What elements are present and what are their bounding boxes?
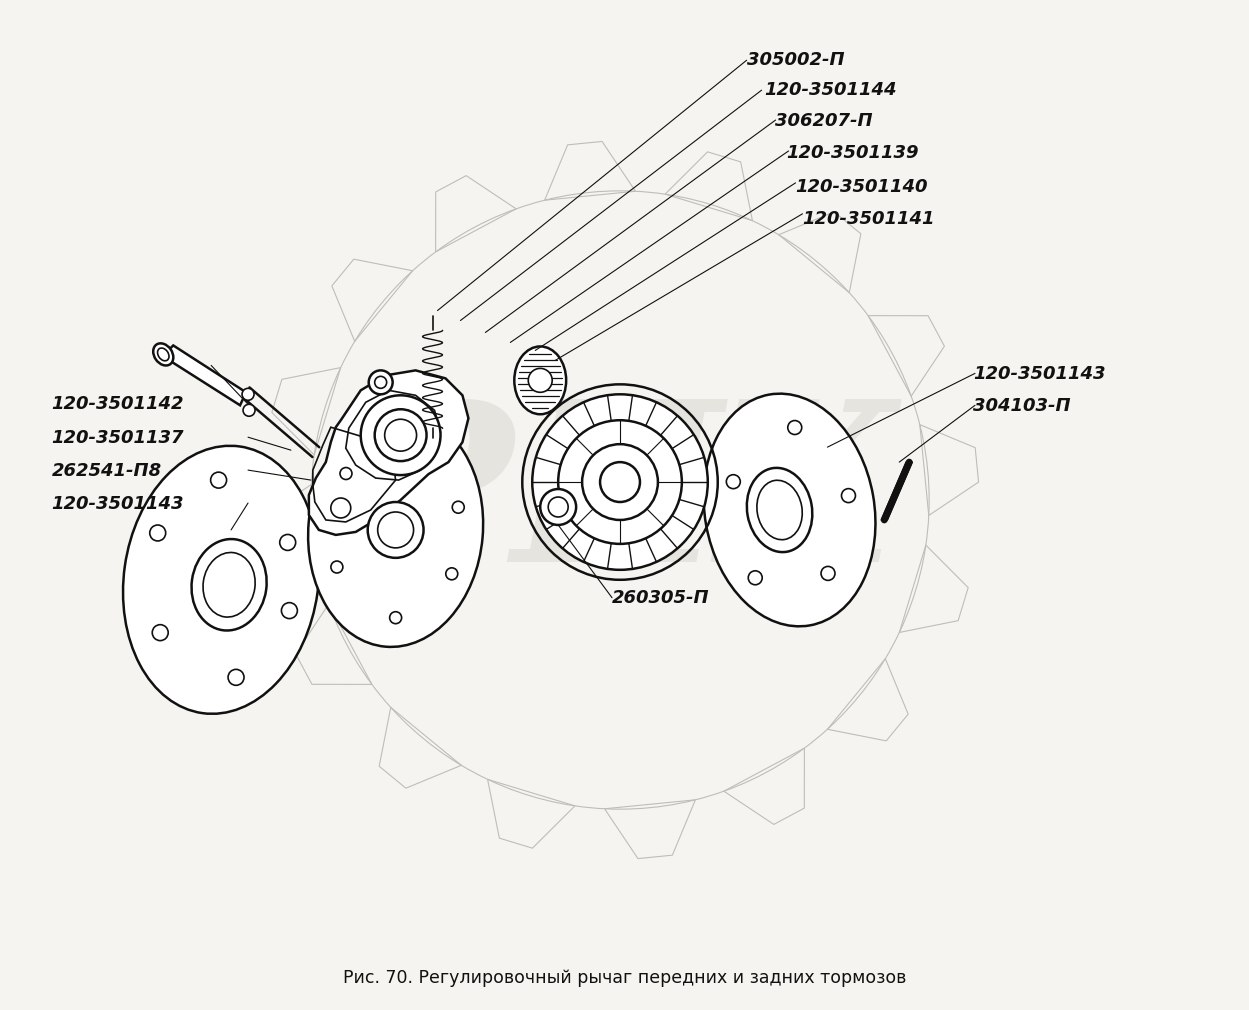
Circle shape bbox=[548, 497, 568, 517]
Circle shape bbox=[446, 568, 457, 580]
Ellipse shape bbox=[515, 346, 566, 414]
Ellipse shape bbox=[154, 343, 174, 366]
Circle shape bbox=[368, 371, 392, 394]
Circle shape bbox=[600, 463, 639, 502]
Text: 120-3501143: 120-3501143 bbox=[51, 495, 184, 513]
Circle shape bbox=[532, 394, 708, 570]
Circle shape bbox=[242, 388, 254, 400]
Circle shape bbox=[340, 468, 352, 480]
Text: 262541-П8: 262541-П8 bbox=[51, 462, 161, 480]
Circle shape bbox=[150, 525, 166, 541]
Text: 304103-П: 304103-П bbox=[973, 397, 1070, 415]
Circle shape bbox=[152, 624, 169, 640]
Ellipse shape bbox=[309, 413, 483, 647]
Text: 306207-П: 306207-П bbox=[776, 112, 873, 130]
Circle shape bbox=[401, 437, 413, 449]
Circle shape bbox=[361, 395, 441, 475]
Circle shape bbox=[375, 377, 387, 388]
Text: 305002-П: 305002-П bbox=[747, 50, 844, 69]
Circle shape bbox=[390, 612, 402, 623]
Circle shape bbox=[528, 369, 552, 392]
Circle shape bbox=[748, 571, 762, 585]
Ellipse shape bbox=[747, 468, 812, 552]
Ellipse shape bbox=[204, 552, 255, 617]
Circle shape bbox=[541, 489, 576, 525]
Text: 260305-П: 260305-П bbox=[612, 589, 709, 607]
Text: 120-3501141: 120-3501141 bbox=[803, 210, 936, 228]
Circle shape bbox=[331, 561, 343, 573]
Circle shape bbox=[244, 404, 255, 416]
Circle shape bbox=[211, 472, 226, 488]
Text: 120-3501139: 120-3501139 bbox=[787, 144, 919, 163]
Circle shape bbox=[229, 670, 244, 686]
Circle shape bbox=[385, 419, 417, 451]
Ellipse shape bbox=[191, 539, 267, 630]
Circle shape bbox=[558, 420, 682, 544]
Text: РИХ: РИХ bbox=[345, 392, 894, 608]
Circle shape bbox=[452, 501, 465, 513]
Circle shape bbox=[842, 489, 856, 503]
Ellipse shape bbox=[122, 445, 320, 714]
Circle shape bbox=[331, 498, 351, 518]
Circle shape bbox=[788, 420, 802, 434]
Text: 120-3501137: 120-3501137 bbox=[51, 428, 184, 446]
Circle shape bbox=[821, 567, 836, 581]
Ellipse shape bbox=[703, 394, 876, 626]
Text: 120-3501140: 120-3501140 bbox=[796, 178, 928, 196]
Circle shape bbox=[727, 475, 741, 489]
Circle shape bbox=[375, 409, 427, 462]
Polygon shape bbox=[166, 345, 246, 405]
Circle shape bbox=[280, 534, 296, 550]
Ellipse shape bbox=[157, 348, 169, 361]
Circle shape bbox=[367, 502, 423, 558]
Text: 120-3501142: 120-3501142 bbox=[51, 395, 184, 413]
Text: Рис. 70. Регулировочный рычаг передних и задних тормозов: Рис. 70. Регулировочный рычаг передних и… bbox=[342, 970, 907, 988]
Circle shape bbox=[582, 444, 658, 520]
Circle shape bbox=[377, 512, 413, 547]
Text: 120-3501143: 120-3501143 bbox=[973, 365, 1105, 383]
Circle shape bbox=[281, 603, 297, 618]
Ellipse shape bbox=[757, 481, 802, 539]
Text: 120-3501144: 120-3501144 bbox=[764, 81, 897, 99]
Polygon shape bbox=[309, 371, 468, 535]
